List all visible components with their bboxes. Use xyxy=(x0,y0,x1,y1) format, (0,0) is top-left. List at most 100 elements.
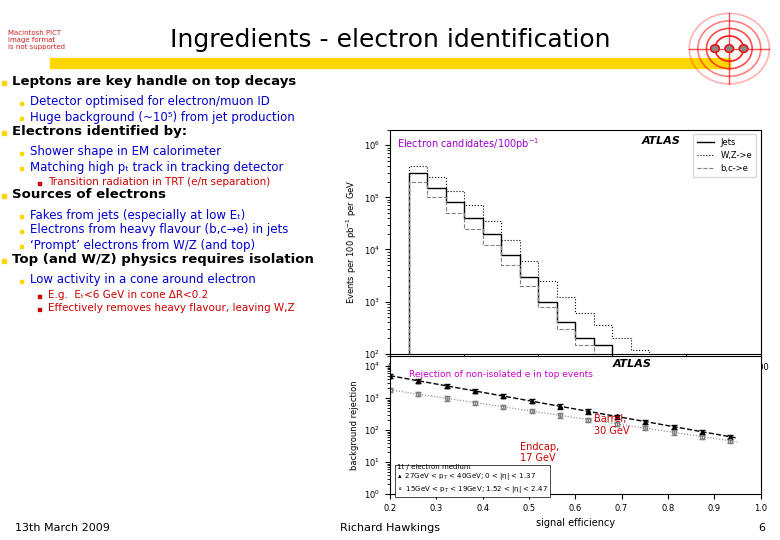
Text: E.g.  Eₜ<6 GeV in cone ΔR<0.2: E.g. Eₜ<6 GeV in cone ΔR<0.2 xyxy=(48,290,208,300)
Text: Electron candidates/100pb$^{-1}$: Electron candidates/100pb$^{-1}$ xyxy=(398,136,540,152)
b,c->e xyxy=(691,389,700,396)
Text: Matching high pₜ track in tracking detector: Matching high pₜ track in tracking detec… xyxy=(30,160,283,173)
W,Z->e xyxy=(728,393,737,400)
W,Z->e xyxy=(450,188,459,195)
Text: ‘Prompt’ electrons from W/Z (and top): ‘Prompt’ electrons from W/Z (and top) xyxy=(30,239,255,252)
b,c->e xyxy=(469,226,478,232)
b,c->e xyxy=(617,366,626,373)
W,Z->e xyxy=(543,278,552,284)
Jets xyxy=(488,231,497,237)
Bar xyxy=(20,230,23,233)
Text: Electrons identified by:: Electrons identified by: xyxy=(12,125,187,138)
Text: ATLAS: ATLAS xyxy=(612,359,651,369)
W,Z->e xyxy=(710,387,719,393)
Text: Low activity in a cone around electron: Low activity in a cone around electron xyxy=(30,273,256,287)
Bar xyxy=(20,117,23,119)
Line: b,c->e: b,c->e xyxy=(399,181,751,458)
Text: Richard Hawkings: Richard Hawkings xyxy=(340,523,440,533)
Text: 13th March 2009: 13th March 2009 xyxy=(15,523,110,533)
Text: Barrel,
30 GeV: Barrel, 30 GeV xyxy=(594,414,629,436)
W,Z->e xyxy=(469,202,478,208)
Bar xyxy=(20,280,23,282)
b,c->e xyxy=(395,455,404,461)
W,Z->e xyxy=(413,163,423,169)
Text: Ingredients - electron identification: Ingredients - electron identification xyxy=(170,28,610,52)
Jets xyxy=(543,299,552,305)
Text: Detector optimised for electron/muon ID: Detector optimised for electron/muon ID xyxy=(30,96,270,109)
Text: ATLAS: ATLAS xyxy=(642,136,681,146)
Jets xyxy=(580,335,589,341)
W,Z->e xyxy=(562,294,571,301)
W,Z->e xyxy=(580,310,589,316)
Jets xyxy=(450,199,459,206)
Bar xyxy=(38,294,41,298)
Jets xyxy=(431,185,441,192)
Legend: Jets, W,Z->e, b,c->e: Jets, W,Z->e, b,c->e xyxy=(693,134,757,178)
Circle shape xyxy=(711,45,719,52)
b,c->e xyxy=(654,377,663,384)
b,c->e xyxy=(450,210,459,217)
Bar xyxy=(2,259,6,263)
b,c->e xyxy=(746,402,756,409)
W,Z->e xyxy=(654,362,663,368)
b,c->e xyxy=(728,399,737,405)
W,Z->e xyxy=(672,371,682,377)
b,c->e xyxy=(413,178,423,185)
X-axis label: signal efficiency: signal efficiency xyxy=(536,518,615,528)
Y-axis label: background rejection: background rejection xyxy=(349,381,359,470)
Jets xyxy=(636,402,645,409)
Bar xyxy=(2,131,6,135)
Line: Jets: Jets xyxy=(399,172,751,458)
Text: Top (and W/Z) physics requires isolation: Top (and W/Z) physics requires isolation xyxy=(12,253,314,267)
Jets xyxy=(710,439,719,446)
b,c->e xyxy=(598,355,608,362)
Jets xyxy=(672,430,682,436)
Bar xyxy=(2,194,6,198)
Circle shape xyxy=(739,45,748,52)
Text: Endcap,
17 GeV: Endcap, 17 GeV xyxy=(519,442,559,463)
Jets xyxy=(691,408,700,414)
Text: Fakes from jets (especially at low Eₜ): Fakes from jets (especially at low Eₜ) xyxy=(30,208,245,221)
b,c->e xyxy=(580,341,589,348)
Bar xyxy=(20,152,23,154)
Bar xyxy=(20,166,23,170)
Text: Huge background (~10⁵) from jet production: Huge background (~10⁵) from jet producti… xyxy=(30,111,295,124)
Jets xyxy=(505,251,515,258)
Text: 1t / electron medium
$\blacktriangle$  27GeV < p$_T$ < 40GeV; 0 < |η| < 1.37
$\c: 1t / electron medium $\blacktriangle$ 27… xyxy=(398,464,548,495)
Jets xyxy=(598,341,608,348)
b,c->e xyxy=(505,262,515,268)
Bar xyxy=(20,214,23,218)
W,Z->e xyxy=(636,346,645,353)
Jets xyxy=(524,273,534,280)
W,Z->e xyxy=(598,322,608,329)
Bar xyxy=(2,81,6,85)
Jets xyxy=(562,319,571,326)
Jets xyxy=(728,455,737,461)
Jets xyxy=(654,418,663,425)
Text: Electrons from heavy flavour (b,c→e) in jets: Electrons from heavy flavour (b,c→e) in … xyxy=(30,224,289,237)
Line: W,Z->e: W,Z->e xyxy=(399,166,751,458)
Jets xyxy=(746,430,756,436)
Text: 6: 6 xyxy=(758,523,765,533)
Text: Macintosh PICT
image format
is not supported: Macintosh PICT image format is not suppo… xyxy=(8,30,65,50)
b,c->e xyxy=(431,194,441,201)
b,c->e xyxy=(543,303,552,310)
Text: Rejection of non-isolated e in top events: Rejection of non-isolated e in top event… xyxy=(409,370,592,379)
W,Z->e xyxy=(691,377,700,384)
Text: Leptons are key handle on top decays: Leptons are key handle on top decays xyxy=(12,76,296,89)
Text: Effectively removes heavy flavour, leaving W,Z: Effectively removes heavy flavour, leavi… xyxy=(48,303,295,313)
W,Z->e xyxy=(505,237,515,244)
Jets xyxy=(617,355,626,362)
Text: Transition radiation in TRT (e/π separation): Transition radiation in TRT (e/π separat… xyxy=(48,177,270,187)
Circle shape xyxy=(725,45,733,52)
Y-axis label: Events per 100 pb$^{-1}$ per GeV: Events per 100 pb$^{-1}$ per GeV xyxy=(344,179,359,304)
b,c->e xyxy=(636,371,645,377)
Bar xyxy=(38,181,41,185)
Jets xyxy=(395,455,404,461)
Bar xyxy=(20,102,23,105)
W,Z->e xyxy=(431,173,441,180)
W,Z->e xyxy=(746,402,756,409)
b,c->e xyxy=(562,326,571,332)
Bar xyxy=(38,307,41,310)
Bar xyxy=(20,245,23,247)
